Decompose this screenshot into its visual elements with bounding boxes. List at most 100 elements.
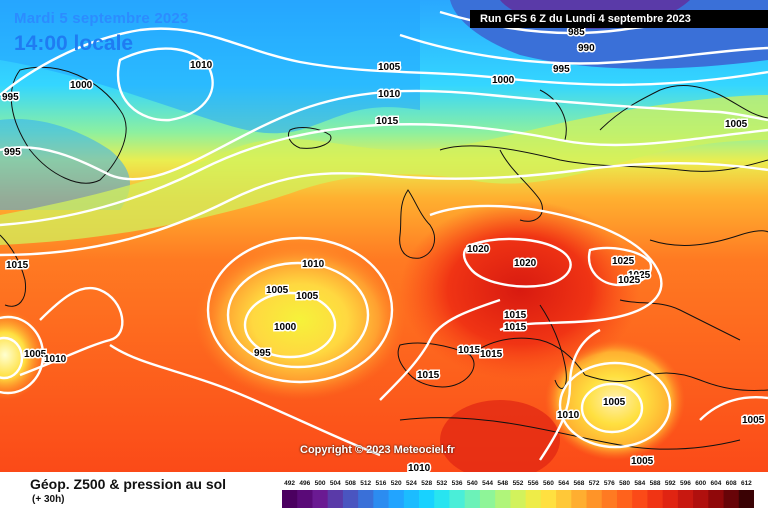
- scale-swatch: [616, 490, 633, 508]
- scale-tick-label: 568: [573, 480, 584, 487]
- scale-swatch: [495, 490, 511, 508]
- scale-tick-label: 548: [497, 480, 508, 487]
- scale-tick-label: 552: [513, 480, 524, 487]
- label-1000-low: 1000: [274, 322, 297, 333]
- label-1005-east: 1005: [725, 119, 748, 130]
- scale-tick-label: 580: [619, 480, 630, 487]
- label-1025-b: 1025: [628, 270, 651, 281]
- label-995-west: 995: [2, 92, 19, 103]
- cold-air-greenland: [0, 119, 130, 210]
- label-1015-north: 1015: [376, 116, 399, 127]
- scale-tick-label: 500: [315, 480, 326, 487]
- high-central-europe: [400, 200, 640, 380]
- isobar-labels: 985 990 995 995 995 1000 1000 1010 1005 …: [1, 26, 767, 473]
- scale-swatch: [297, 490, 313, 508]
- scale-tick-label: 540: [467, 480, 478, 487]
- scale-tick-label: 560: [543, 480, 554, 487]
- scale-swatch: [464, 490, 481, 508]
- label-1015-iberia-a: 1015: [458, 345, 481, 356]
- scale-tick-label: 532: [436, 480, 447, 487]
- label-1015-alps-b: 1015: [504, 322, 527, 333]
- green-band: [0, 95, 768, 245]
- scale-swatch: [647, 490, 664, 508]
- scale-swatch: [525, 490, 542, 508]
- scale-tick-label: 584: [634, 480, 645, 487]
- scale-tick-label: 508: [345, 480, 356, 487]
- label-995-low: 995: [254, 348, 271, 359]
- scale-tick-label: 576: [604, 480, 615, 487]
- label-1015-iberia-c: 1015: [417, 370, 440, 381]
- scale-swatch: [449, 490, 466, 508]
- scale-swatch: [677, 490, 694, 508]
- label-1005-low-b: 1005: [296, 291, 319, 302]
- scale-tick-label: 528: [421, 480, 432, 487]
- scale-tick-label: 504: [330, 480, 341, 487]
- scale-tick-label: 572: [589, 480, 600, 487]
- scale-tick-label: 520: [391, 480, 402, 487]
- label-1015-iberia-b: 1015: [480, 349, 503, 360]
- scale-swatch: [434, 490, 450, 508]
- label-985: 985: [568, 27, 585, 38]
- label-1010-africa: 1010: [408, 463, 431, 472]
- scale-swatch: [723, 490, 740, 508]
- label-1005-low-a: 1005: [266, 285, 289, 296]
- label-1005-med: 1005: [603, 397, 626, 408]
- scale-swatch: [632, 490, 648, 508]
- valid-time: 14:00 locale: [14, 32, 134, 55]
- valid-date: Mardi 5 septembre 2023: [14, 10, 189, 27]
- scale-swatch: [312, 490, 329, 508]
- scale-tick-label: 536: [452, 480, 463, 487]
- scale-swatch: [510, 490, 527, 508]
- scale-swatch: [693, 490, 709, 508]
- copyright-notice: Copyright © 2023 Meteociel.fr: [300, 444, 455, 456]
- label-1000-north: 1000: [492, 75, 515, 86]
- weather-map: 985 990 995 995 995 1000 1000 1010 1005 …: [0, 0, 768, 472]
- scale-tick-label: 600: [695, 480, 706, 487]
- color-scale: 492 496 500 504 508 512 516 520 524 528 532 536 540 5…: [282, 480, 754, 508]
- scale-swatch: [479, 490, 496, 508]
- label-1015-alps-a: 1015: [504, 310, 527, 321]
- label-1000-west: 1000: [70, 80, 93, 91]
- scale-swatch: [419, 490, 435, 508]
- label-1005-north: 1005: [378, 62, 401, 73]
- cold-air-west: [0, 0, 420, 134]
- isobars: [0, 10, 768, 461]
- label-1005-east-med: 1005: [742, 415, 765, 426]
- scale-tick-label: 496: [299, 480, 310, 487]
- scale-swatch: [342, 490, 359, 508]
- label-1025-c: 1025: [618, 275, 641, 286]
- scale-swatch: [708, 490, 725, 508]
- label-1020-a: 1020: [467, 244, 490, 255]
- scale-swatch: [282, 490, 298, 508]
- scale-tick-label: 588: [650, 480, 661, 487]
- label-1025-a: 1025: [612, 256, 635, 267]
- scale-swatch: [738, 490, 754, 508]
- scale-swatch: [358, 490, 374, 508]
- label-1005-sw: 1005: [24, 349, 47, 360]
- label-995-north: 995: [553, 64, 570, 75]
- scale-tick-label: 524: [406, 480, 417, 487]
- label-1010-med: 1010: [557, 410, 580, 421]
- label-1010-north: 1010: [378, 89, 401, 100]
- low-mediterranean: [545, 340, 685, 460]
- label-995-greenland: 995: [4, 147, 21, 158]
- model-run-banner: Run GFS 6 Z du Lundi 4 septembre 2023: [470, 10, 768, 28]
- scale-tick-label: 512: [360, 480, 371, 487]
- label-1020-b: 1020: [514, 258, 537, 269]
- scale-tick-label: 564: [558, 480, 569, 487]
- scale-swatch: [601, 490, 618, 508]
- scale-tick-label: 592: [665, 480, 676, 487]
- forecast-lead-time: (+ 30h): [32, 494, 65, 505]
- label-990: 990: [578, 43, 595, 54]
- high-north-africa: [440, 400, 560, 472]
- scale-tick-label: 608: [726, 480, 737, 487]
- scale-tick-label: 556: [528, 480, 539, 487]
- scale-swatch: [556, 490, 572, 508]
- scale-swatch: [403, 490, 420, 508]
- scale-swatch: [540, 490, 557, 508]
- scale-tick-label: 604: [711, 480, 722, 487]
- scale-swatch: [662, 490, 679, 508]
- scale-swatch: [586, 490, 603, 508]
- label-1010-sw: 1010: [44, 354, 67, 365]
- label-1005-africa: 1005: [631, 456, 654, 467]
